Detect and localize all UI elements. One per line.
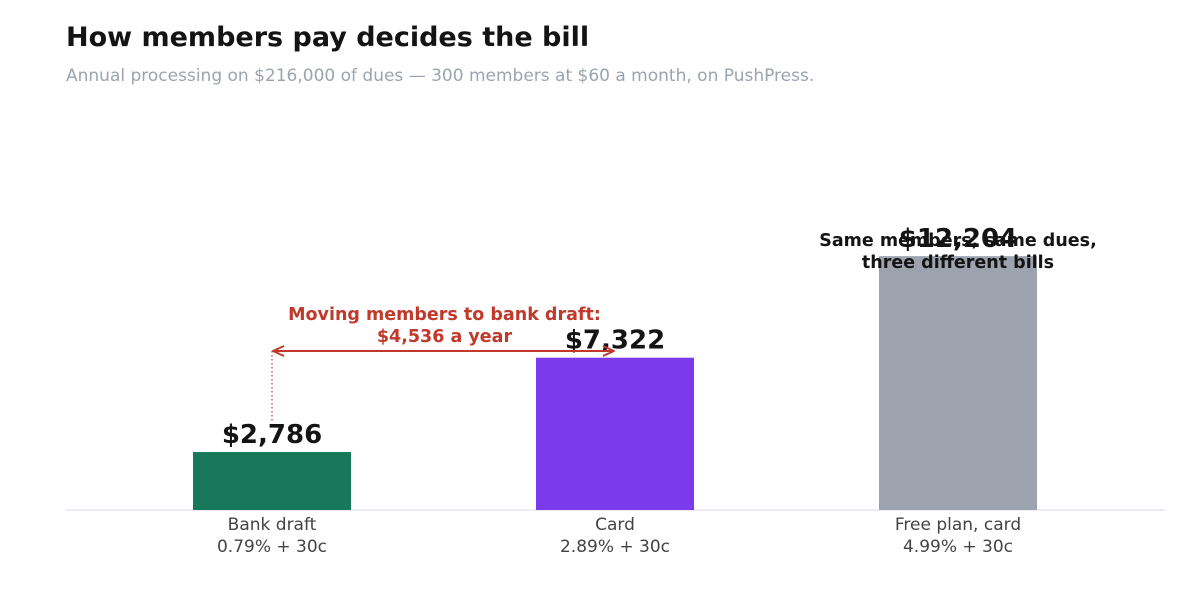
note-line-1: Same members, same dues, [819, 231, 1096, 251]
savings-arrow-left-head [272, 345, 285, 357]
value-label-0: $2,786 [222, 420, 322, 450]
bar-0 [193, 452, 351, 510]
value-label-2: $12,204 [899, 224, 1017, 254]
savings-annotation-amount: $4,536 a year [377, 327, 513, 347]
note-line-2: three different bills [862, 253, 1054, 273]
category-rate-label-0: 0.79% + 30c [217, 537, 327, 557]
category-rate-label-1: 2.89% + 30c [560, 537, 670, 557]
chart-subtitle: Annual processing on $216,000 of dues — … [66, 66, 815, 86]
category-rate-label-2: 4.99% + 30c [903, 537, 1013, 557]
bar-1 [536, 357, 694, 510]
category-label-0: Bank draft [228, 515, 317, 535]
category-label-1: Card [595, 515, 635, 535]
savings-arrow-right-head [602, 345, 615, 357]
savings-annotation-title: Moving members to bank draft: [288, 305, 601, 325]
bar-2 [879, 256, 1037, 510]
chart-title: How members pay decides the bill [66, 22, 590, 53]
category-label-2: Free plan, card [895, 515, 1021, 535]
